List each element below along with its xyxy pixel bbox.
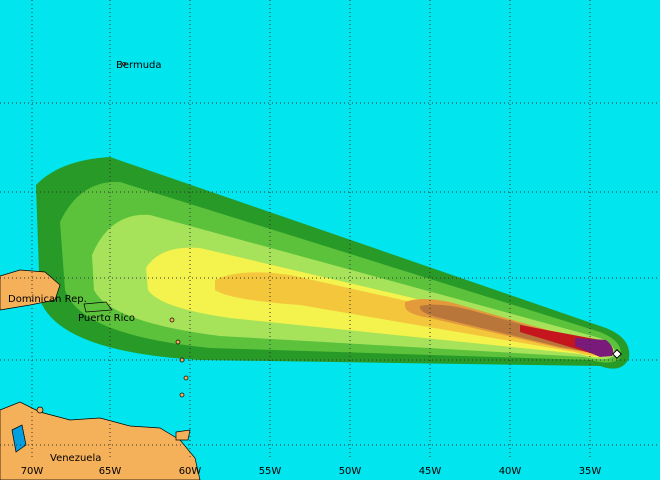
puerto-rico [83,301,113,313]
land [0,62,201,480]
band-9 [575,338,614,357]
graticule [0,0,660,460]
trinidad [175,429,191,441]
longitude-label: 40W [499,466,522,477]
island [175,339,181,345]
longitude-label: 35W [579,466,602,477]
longitude-label: 55W [259,466,282,477]
place-label: Venezuela [50,453,101,464]
island [179,392,185,398]
island [169,317,175,323]
plume [36,157,630,369]
longitude-label: 70W [21,466,44,477]
lake [11,424,27,453]
longitude-label: 60W [179,466,202,477]
longitude-label: 65W [99,466,122,477]
island [183,375,189,381]
bermuda-island [122,62,126,66]
storm-position [612,349,622,359]
longitude-label: 50W [339,466,362,477]
island [36,406,44,414]
place-label: Bermuda [116,60,162,71]
place-label: Dominican Rep. [8,294,87,305]
longitude-label: 45W [419,466,442,477]
longitude-labels: 70W 65W 60W 55W 50W 45W 40W 35W [21,466,602,477]
place-label: Puerto Rico [78,313,135,324]
hispaniola [0,269,61,311]
